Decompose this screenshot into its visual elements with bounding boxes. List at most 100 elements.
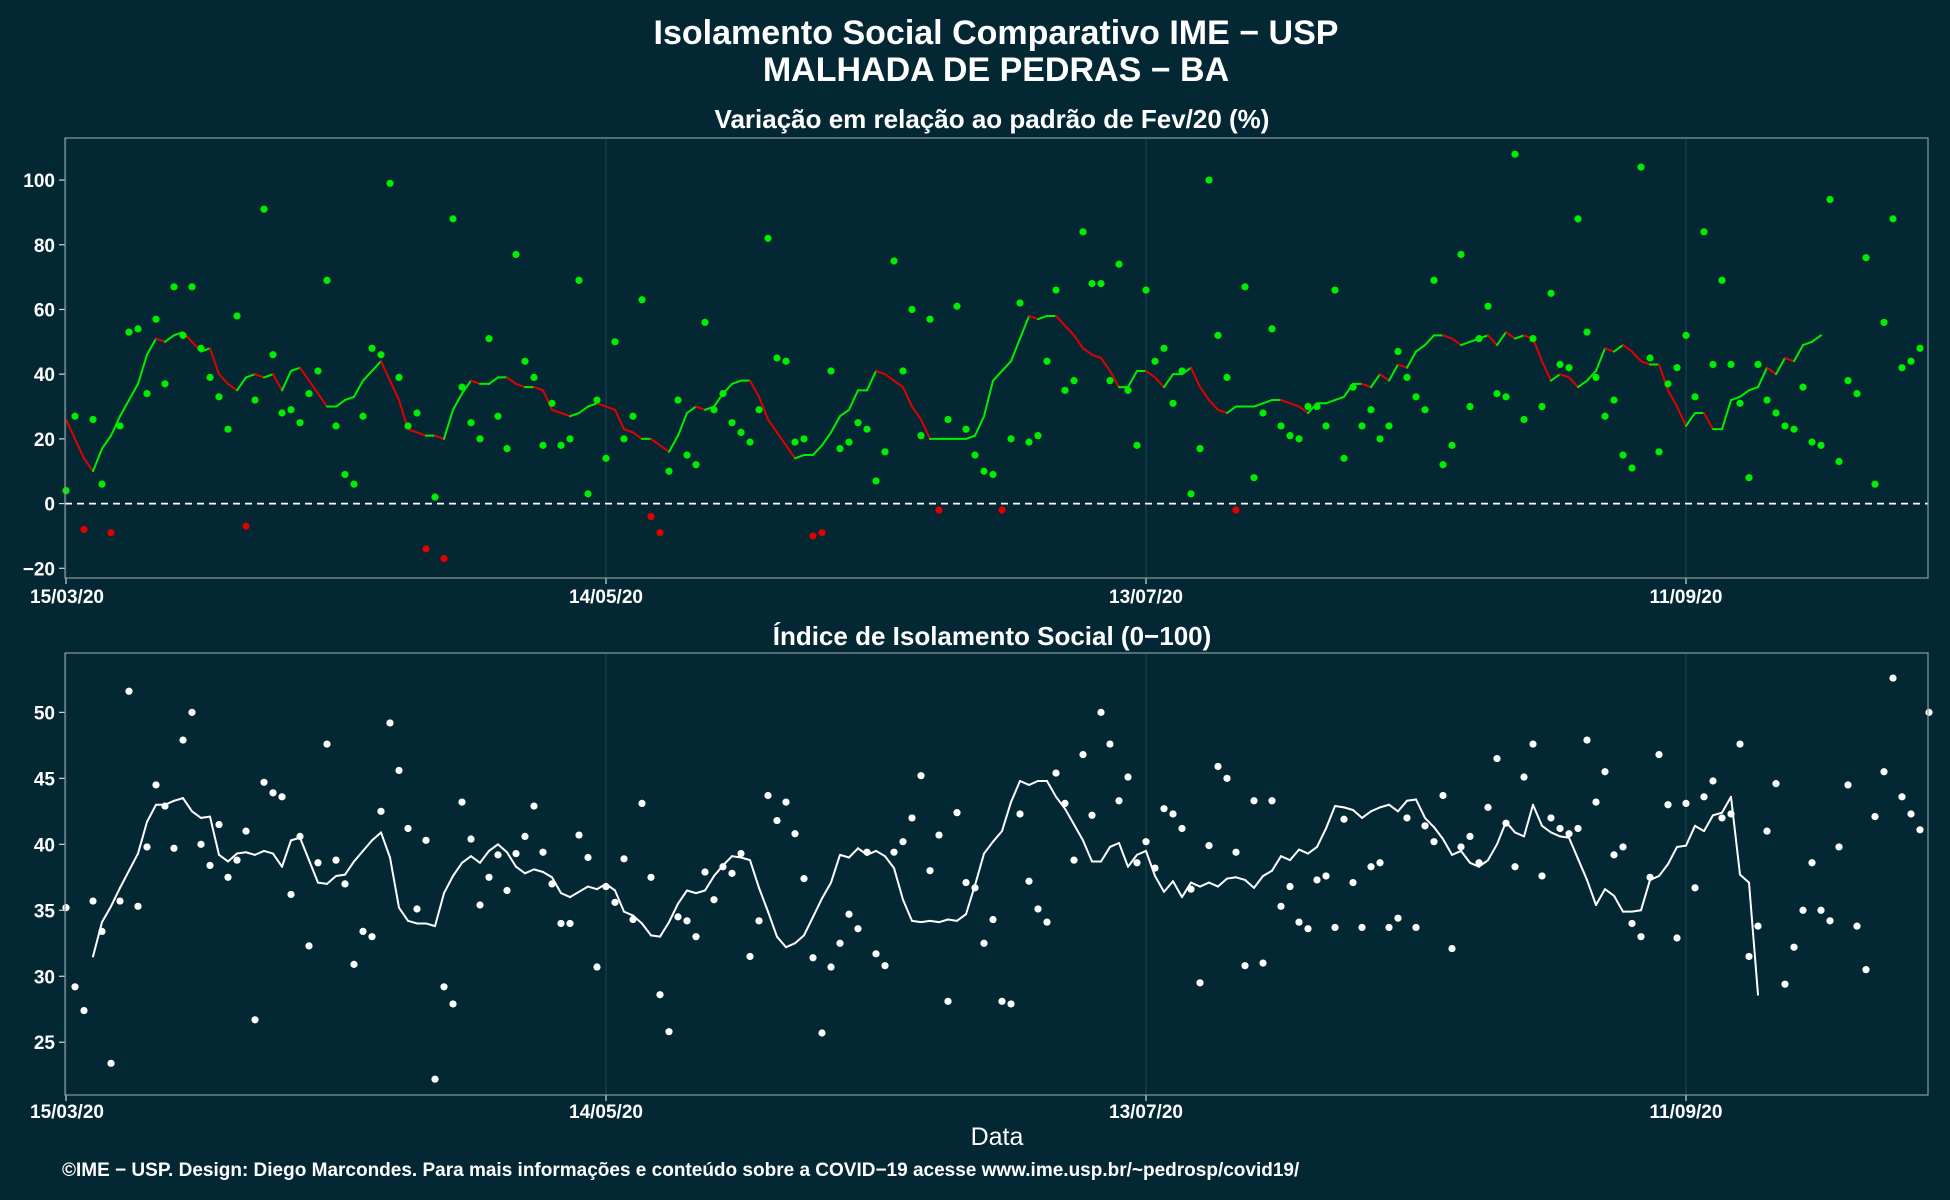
x-tick-label: 11/09/20 <box>1650 1102 1723 1123</box>
data-point <box>1070 856 1078 864</box>
moving-average-segment <box>902 386 913 408</box>
data-point <box>1718 814 1726 822</box>
moving-average-segment <box>1145 369 1156 379</box>
moving-average-segment <box>1676 844 1687 848</box>
moving-average-segment <box>1217 877 1228 888</box>
data-point <box>224 873 232 881</box>
data-point <box>737 428 745 437</box>
moving-average-segment <box>83 457 94 473</box>
data-point <box>1133 441 1141 449</box>
x-tick-label: 14/05/20 <box>569 1102 643 1123</box>
data-point <box>1709 360 1717 369</box>
moving-average-segment <box>119 399 130 418</box>
moving-average-segment <box>389 379 400 402</box>
moving-average-segment <box>1163 373 1174 389</box>
y-tick-label: 40 <box>34 835 55 856</box>
data-point <box>1187 885 1195 893</box>
data-point <box>1214 331 1222 339</box>
data-point <box>530 802 538 810</box>
y-tick-label: −20 <box>23 559 55 580</box>
data-point <box>287 890 295 899</box>
data-point <box>1286 882 1294 891</box>
moving-average-segment <box>794 934 805 945</box>
data-point <box>1583 328 1591 336</box>
moving-average-segment <box>1082 839 1093 863</box>
moving-average-segment <box>470 379 481 385</box>
moving-average-segment <box>1208 881 1219 888</box>
moving-average-segment <box>1622 344 1633 353</box>
moving-average-segment <box>1802 340 1813 347</box>
moving-average-segment <box>335 873 346 877</box>
data-point <box>1844 781 1852 789</box>
data-point <box>809 954 817 962</box>
moving-average-segment <box>1505 331 1516 340</box>
moving-average-segment <box>1595 347 1606 372</box>
data-point <box>548 880 556 888</box>
data-point <box>881 962 889 970</box>
data-point <box>1016 299 1024 307</box>
data-point <box>233 856 241 864</box>
moving-average-segment <box>551 408 562 414</box>
data-point <box>1754 922 1762 930</box>
moving-average-segment <box>1298 848 1309 855</box>
data-point <box>1727 810 1735 818</box>
data-point <box>1367 863 1375 871</box>
moving-average-segment <box>452 861 463 877</box>
moving-average-segment <box>569 412 580 418</box>
moving-average-segment <box>1451 337 1462 347</box>
data-point <box>962 878 970 887</box>
data-point <box>602 882 610 891</box>
moving-average-segment <box>1514 334 1525 340</box>
data-point <box>305 389 313 398</box>
data-point <box>1340 454 1348 462</box>
plot-frame <box>64 652 1929 1096</box>
moving-average-segment <box>1577 379 1588 389</box>
moving-average-segment <box>344 860 355 876</box>
data-point <box>1196 444 1204 453</box>
moving-average-segment <box>101 434 112 450</box>
moving-average-segment <box>1604 888 1615 897</box>
moving-average-segment <box>254 373 265 379</box>
data-point <box>782 357 790 365</box>
moving-average-segment <box>137 820 148 855</box>
data-point <box>161 380 169 388</box>
moving-average-segment <box>677 889 688 905</box>
data-point <box>1142 286 1150 294</box>
data-point <box>548 399 556 407</box>
data-point <box>773 354 781 362</box>
moving-average-segment <box>65 418 76 440</box>
y-tick-label: 20 <box>34 430 55 451</box>
data-point <box>800 435 808 443</box>
moving-average-segment <box>1091 353 1102 359</box>
data-point <box>953 809 961 817</box>
moving-average-segment <box>1532 337 1543 363</box>
moving-average-segment <box>380 831 391 859</box>
moving-average-segment <box>776 935 787 949</box>
moving-average-segment <box>839 408 850 418</box>
panel-2-title: Índice de Isolamento Social (0−100) <box>773 621 1212 651</box>
data-point <box>1601 412 1609 420</box>
moving-average-segment <box>1775 357 1786 376</box>
moving-average-segment <box>200 815 211 819</box>
moving-average-segment <box>1181 881 1192 899</box>
data-point <box>1232 506 1240 514</box>
y-tick-label: 80 <box>34 236 55 257</box>
data-point <box>998 506 1006 514</box>
moving-average-segment <box>1748 881 1759 996</box>
moving-average-segment <box>983 840 994 855</box>
moving-average-segment <box>1190 881 1201 888</box>
moving-average-segment <box>1730 395 1741 402</box>
moving-average-segment <box>785 942 796 949</box>
data-point <box>746 438 754 446</box>
data-point <box>125 328 133 336</box>
y-tick-label: 35 <box>34 901 56 922</box>
data-point <box>1016 810 1024 818</box>
data-point <box>1241 283 1249 291</box>
moving-average-segment <box>209 815 220 856</box>
data-point <box>665 467 673 475</box>
y-tick-label: 40 <box>34 365 55 386</box>
data-point <box>395 766 403 775</box>
data-point <box>1763 396 1771 404</box>
moving-average-segment <box>677 412 688 437</box>
moving-average-segment <box>1136 849 1147 856</box>
